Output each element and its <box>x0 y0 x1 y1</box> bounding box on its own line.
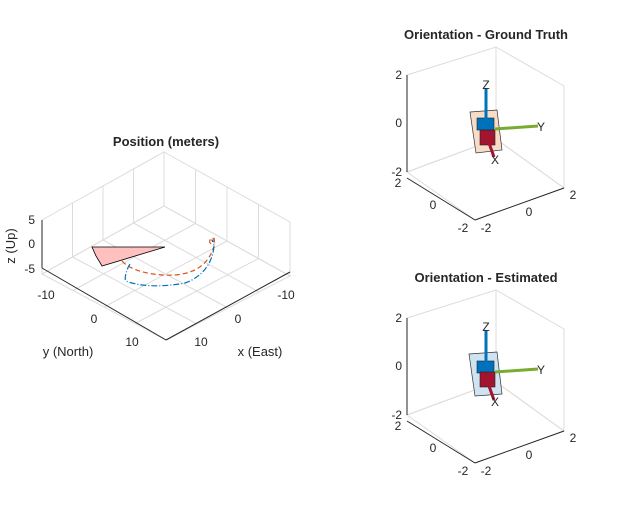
estimated-trajectory <box>124 239 215 287</box>
z-tick: -2 <box>391 165 402 179</box>
y-tick: 2 <box>395 176 402 190</box>
z-axis-tag: Z <box>482 78 489 92</box>
y-axis-line <box>406 420 476 464</box>
y-tick: 0 <box>91 312 98 326</box>
y-axis-tag: Y <box>537 120 545 134</box>
y-tick: 0 <box>430 441 437 455</box>
x-axis-tag: X <box>491 395 499 409</box>
z-tick: -2 <box>391 408 402 422</box>
heading-wedge <box>91 246 166 267</box>
y-axis-label: y (North) <box>43 344 94 359</box>
x-tick: 0 <box>526 448 533 462</box>
orientation-ground-truth-axes[interactable]: Z Y X Orientation - Ground Truth 2 0 -2 … <box>391 27 576 235</box>
z-axis-tag: Z <box>482 320 489 334</box>
ground-truth-trajectory <box>121 237 216 276</box>
position-grid <box>40 151 292 341</box>
z-tick: 0 <box>395 116 402 130</box>
z-axis-label: z (Up) <box>3 228 18 263</box>
x-tick: -2 <box>481 464 492 478</box>
grid-line <box>134 258 259 324</box>
y-tick: 2 <box>395 419 402 433</box>
z-tick: -5 <box>24 262 35 276</box>
x-axis-line <box>165 271 291 341</box>
grid-line <box>133 222 260 293</box>
y-axis-arrow <box>494 124 539 131</box>
x-axis-arrow <box>487 142 496 158</box>
position-axes[interactable]: Position (meters) 5 0 -5 z (Up) -10 0 10… <box>3 134 295 359</box>
orientation-est-title: Orientation - Estimated <box>414 270 557 285</box>
box-face-front <box>479 129 496 146</box>
x-tick: 2 <box>570 431 577 445</box>
z-tick: 0 <box>28 237 35 251</box>
x-axis-arrow <box>487 385 496 401</box>
y-tick: -2 <box>458 221 469 235</box>
orientation-gt-title: Orientation - Ground Truth <box>404 27 568 42</box>
x-tick: 2 <box>570 188 577 202</box>
x-axis-tag: X <box>491 153 499 167</box>
x-tick: 0 <box>526 205 533 219</box>
x-tick: -2 <box>481 221 492 235</box>
box-face-front <box>479 371 496 388</box>
z-tick: 5 <box>28 213 35 227</box>
y-axis-tag: Y <box>537 363 545 377</box>
z-tick: 0 <box>395 359 402 373</box>
orientation-estimated-axes[interactable]: Z Y X Orientation - Estimated 2 0 -2 2 0… <box>391 270 576 478</box>
y-axis-line <box>406 177 476 221</box>
x-axis-label: x (East) <box>238 344 283 359</box>
grid-line <box>103 240 228 308</box>
y-axis-arrow <box>494 367 539 374</box>
y-tick: 10 <box>125 335 139 349</box>
x-tick: 0 <box>235 312 242 326</box>
y-tick: -2 <box>458 464 469 478</box>
y-tick: -10 <box>37 288 55 302</box>
y-axis-line <box>41 267 167 341</box>
z-tick: 2 <box>395 311 402 325</box>
y-tick: 0 <box>430 198 437 212</box>
x-tick: -10 <box>277 288 295 302</box>
x-tick: 10 <box>194 335 208 349</box>
x-axis-line <box>474 187 565 221</box>
x-axis-line <box>474 430 565 464</box>
z-tick: 2 <box>395 68 402 82</box>
position-title: Position (meters) <box>113 134 219 149</box>
